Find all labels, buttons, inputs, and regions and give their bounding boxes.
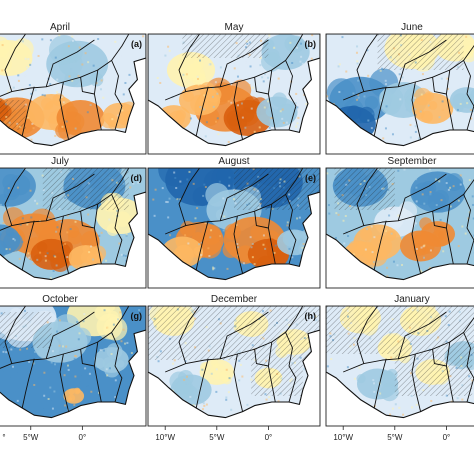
map-panel: January(i) <box>325 294 474 427</box>
x-tick-label: 0° <box>79 433 87 442</box>
x-tick-label: ° <box>2 433 5 442</box>
map-panel: July (d) <box>0 156 147 289</box>
panel-title: January <box>394 294 430 305</box>
panel-frame <box>325 305 474 427</box>
panel-title: October <box>42 294 78 305</box>
panel-frame <box>0 305 147 427</box>
x-tick-label: 10°W <box>155 433 175 442</box>
panel-title: May <box>225 22 244 33</box>
panel-letter: (a) <box>131 39 142 49</box>
map-panel: August (e) <box>147 156 321 289</box>
x-tick-label: 10°W <box>333 433 353 442</box>
x-tick-label: 5°W <box>209 433 225 442</box>
panel-letter: (g) <box>131 311 143 321</box>
panel-title: July <box>51 156 69 167</box>
panel-frame <box>325 167 474 289</box>
map-panel: June(c) <box>325 22 474 155</box>
map-panel: April (a) <box>0 22 147 155</box>
x-tick-label: 0° <box>443 433 451 442</box>
x-tick-label: 5°W <box>23 433 39 442</box>
panel-frame <box>147 33 321 155</box>
panel-letter: (h) <box>305 311 317 321</box>
map-panel: September(f) <box>325 156 474 289</box>
x-tick-label: 0° <box>265 433 273 442</box>
panel-title: September <box>388 156 438 167</box>
panel-title: August <box>218 156 249 167</box>
panel-frame <box>147 167 321 289</box>
panel-letter: (d) <box>131 173 143 183</box>
panel-frame <box>0 167 147 289</box>
panel-letter: (e) <box>305 173 316 183</box>
panel-frame <box>0 33 147 155</box>
panel-frame <box>325 33 474 155</box>
panel-title: June <box>401 22 423 33</box>
map-panel: May (b) <box>147 22 321 155</box>
panel-frame <box>147 305 321 427</box>
panel-title: April <box>50 22 70 33</box>
map-panel: December (h) <box>147 294 321 427</box>
x-tick-label: 5°W <box>387 433 403 442</box>
map-panel: October (g) <box>0 294 147 427</box>
panel-grid: April (a) May (b) June(c) July (d) August (e) Sep… <box>0 22 474 442</box>
panel-letter: (b) <box>305 39 317 49</box>
panel-title: December <box>211 294 258 305</box>
